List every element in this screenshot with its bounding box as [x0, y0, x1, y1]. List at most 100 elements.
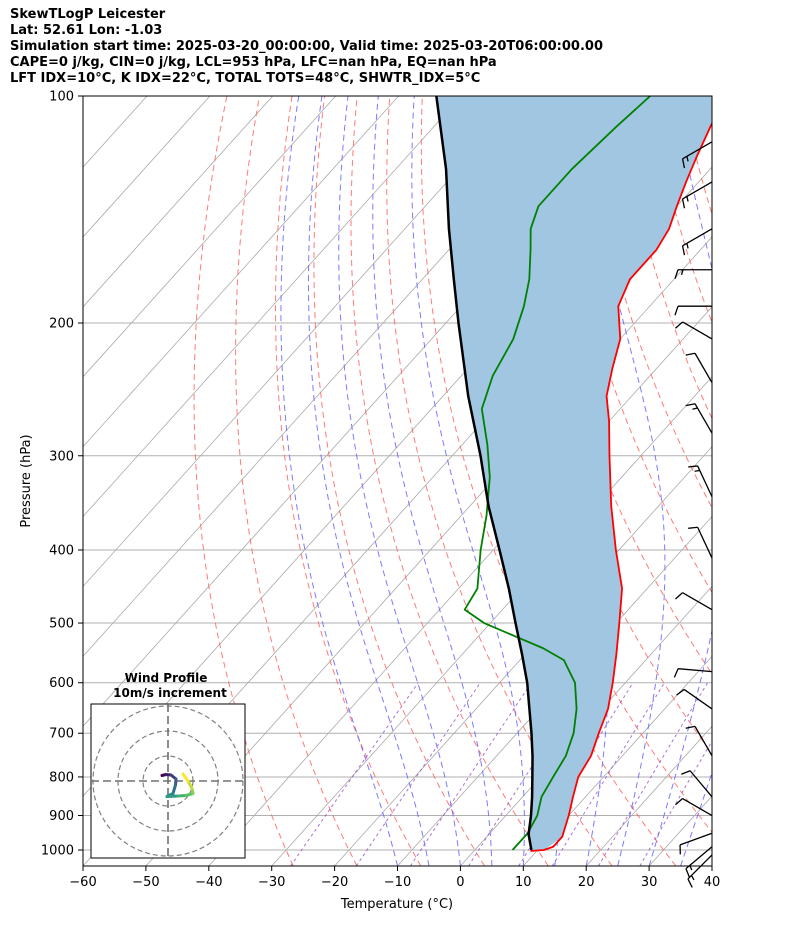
dry-adiabat-line [313, 96, 485, 866]
wind-barb-full-flag [685, 725, 696, 729]
isotherm-line [83, 96, 336, 378]
wind-barb [688, 465, 713, 498]
wind-barb [681, 141, 713, 169]
wind-barb-full-flag [681, 158, 686, 169]
profile-lines [435, 96, 712, 852]
wind-barb [681, 181, 713, 209]
wind-barb [687, 854, 713, 888]
wind-barb-half-flag [689, 865, 693, 871]
wind-barb [681, 770, 713, 798]
wind-barb [681, 228, 713, 256]
moist-adiabat-line [711, 864, 712, 866]
hodograph-title: Wind Profile [125, 671, 208, 685]
x-tick-label: 20 [578, 875, 595, 890]
moist-adiabat-line [411, 96, 525, 866]
wind-barb-full-flag [675, 321, 683, 329]
dry-adiabat-line [748, 96, 794, 866]
wind-barb [685, 846, 713, 878]
isotherm-line [83, 96, 211, 238]
isotherm-line [523, 655, 712, 866]
wind-barb-half-flag [686, 156, 689, 162]
isotherm-line [711, 865, 712, 866]
wind-barb-full-flag [675, 592, 683, 600]
chart-title: SkewTLogP Leicester [10, 7, 166, 22]
wind-barb-staff [678, 668, 713, 673]
y-tick-label: 500 [49, 617, 74, 632]
wind-barb-half-flag [686, 196, 689, 202]
hodograph-subtitle: 10m/s increment [113, 686, 227, 700]
location-coordinates: Lat: 52.61 Lon: -1.03 [10, 23, 163, 38]
x-tick-label: 0 [456, 875, 464, 890]
y-tick-label: 300 [49, 449, 74, 464]
isotherm-line [271, 376, 712, 866]
wind-barb-full-flag [681, 245, 686, 256]
wind-barb-half-flag [692, 407, 698, 410]
mixing-ratio-line [290, 682, 419, 866]
parcel-path-line [435, 96, 534, 851]
wind-barb [675, 321, 713, 340]
y-tick-label: 1000 [41, 844, 74, 859]
wind-barb-full-flag [674, 269, 679, 279]
wind-barb-staff [682, 592, 713, 611]
x-axis-ticks: −60 −50 −40 −30 −20 −10 0 10 20 30 40 [69, 866, 720, 890]
wind-barb-staff [694, 352, 713, 384]
y-axis-label: Pressure (hPa) [19, 434, 34, 527]
wind-barb-full-flag [685, 403, 696, 407]
chart-header: SkewTLogP Leicester Lat: 52.61 Lon: -1.0… [10, 7, 603, 87]
wind-barb-staff [687, 854, 713, 880]
cape-fill-layer [436, 96, 712, 851]
wind-barb-full-flag [688, 465, 698, 468]
moist-adiabat-line [307, 96, 430, 866]
x-tick-label: 40 [704, 875, 721, 890]
dry-adiabat-line [649, 96, 712, 324]
wind-barb [685, 352, 713, 384]
dry-adiabat-line [715, 96, 794, 866]
moist-adiabat-line [372, 96, 493, 866]
wind-barb-full-flag [675, 798, 683, 806]
x-tick-label: −50 [132, 875, 159, 890]
isotherm-line [83, 96, 399, 448]
moist-adiabat-line [648, 96, 712, 866]
moist-adiabat-line [338, 96, 461, 866]
wind-barb-full-flag [687, 878, 693, 888]
x-tick-label: 10 [515, 875, 532, 890]
wind-barb-staff [694, 726, 713, 757]
wind-barb-staff [685, 846, 713, 870]
isotherm-line [397, 515, 712, 866]
wind-barb-staff [694, 403, 713, 434]
x-tick-label: −10 [384, 875, 411, 890]
isotherm-line [83, 96, 525, 588]
wind-barb-staff [683, 688, 713, 710]
wind-barb [674, 305, 712, 316]
wind-barb-full-flag [681, 770, 691, 775]
dry-adiabat-line [780, 96, 794, 866]
wind-barb-full-flag [685, 868, 691, 878]
y-axis-ticks: 100 200 300 400 500 600 700 800 900 1000 [41, 90, 83, 859]
wind-barb-half-flag [686, 243, 689, 249]
y-tick-label: 700 [49, 727, 74, 742]
x-tick-label: −20 [321, 875, 348, 890]
wind-barb-full-flag [673, 668, 679, 678]
moist-adiabat-line [280, 96, 398, 866]
moist-adiabat-line [582, 96, 666, 866]
wind-barb [685, 725, 713, 757]
y-tick-label: 200 [49, 316, 74, 331]
wind-barb [675, 592, 713, 611]
wind-barb-full-flag [681, 198, 686, 209]
y-tick-label: 900 [49, 809, 74, 824]
wind-barb [673, 668, 713, 678]
dry-adiabat-line [235, 96, 358, 866]
temperature-line [530, 121, 712, 852]
isotherm-line [83, 96, 462, 518]
y-tick-label: 600 [49, 676, 74, 691]
x-axis-label: Temperature (°C) [340, 897, 453, 912]
wind-barb-staff [682, 181, 713, 200]
wind-barb-full-flag [674, 305, 679, 316]
isotherm-line [83, 96, 274, 308]
x-tick-label: −60 [69, 875, 96, 890]
hodograph-inset: Wind Profile 10m/s increment [90, 671, 246, 859]
wind-barb-full-flag [688, 526, 698, 529]
wind-barb-staff [697, 526, 713, 559]
x-tick-label: −40 [195, 875, 222, 890]
wind-barb-staff [682, 797, 713, 817]
